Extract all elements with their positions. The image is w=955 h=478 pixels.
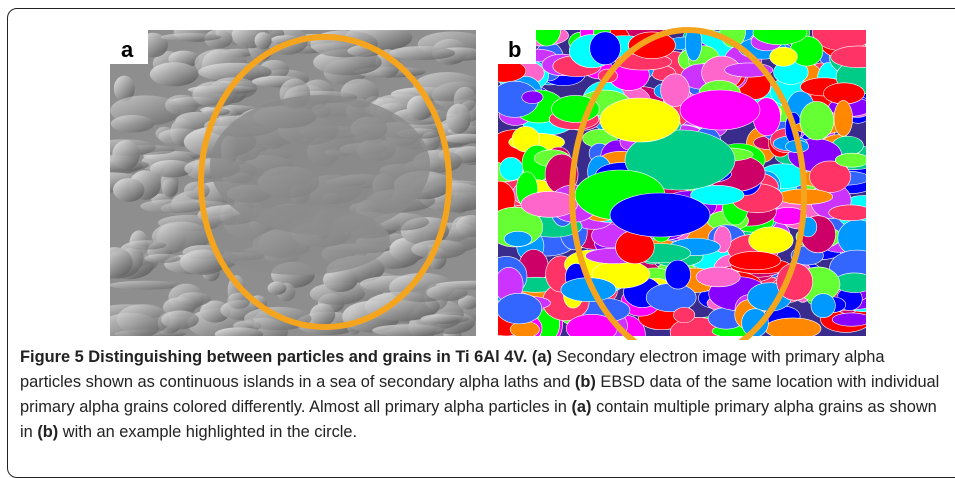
texture-shape xyxy=(160,33,222,42)
texture-shape xyxy=(420,314,460,325)
texture-shape xyxy=(645,283,697,313)
texture-shape xyxy=(834,152,866,168)
panel-label-box xyxy=(110,30,148,64)
texture-shape xyxy=(498,293,543,325)
texture-shape xyxy=(599,97,681,143)
texture-shape xyxy=(628,31,676,59)
texture-shape xyxy=(455,215,476,237)
texture-shape xyxy=(126,240,167,250)
texture-shape xyxy=(809,160,851,193)
texture-shape xyxy=(110,247,133,278)
texture-shape xyxy=(769,46,798,67)
texture-shape xyxy=(177,292,211,307)
texture-shape xyxy=(140,199,205,214)
texture-shape xyxy=(609,192,711,238)
texture-shape xyxy=(833,100,853,137)
texture-shape xyxy=(831,312,866,327)
texture-shape xyxy=(690,185,745,206)
texture-shape xyxy=(728,251,782,271)
texture-shape xyxy=(372,324,445,336)
texture-shape xyxy=(685,30,703,62)
texture-shape xyxy=(411,239,467,259)
panel-reference: (a) xyxy=(571,398,592,416)
texture-shape xyxy=(389,46,456,61)
texture-shape xyxy=(254,32,272,50)
caption-text: contain multiple primary alpha grains as… xyxy=(20,398,937,441)
texture-shape xyxy=(443,133,476,144)
texture-shape xyxy=(799,101,835,141)
texture-shape xyxy=(267,281,287,295)
panel-label: b xyxy=(508,37,521,62)
texture-shape xyxy=(810,293,836,318)
texture-shape xyxy=(748,226,794,254)
texture-shape xyxy=(112,178,145,202)
ebsd-texture xyxy=(498,30,866,336)
texture-shape xyxy=(532,30,561,47)
texture-shape xyxy=(660,73,690,107)
texture-shape xyxy=(435,280,476,290)
texture-shape xyxy=(144,253,181,263)
texture-shape xyxy=(113,75,135,102)
caption-text: EBSD data of the same location with indi… xyxy=(20,373,940,416)
texture-shape xyxy=(149,159,194,178)
texture-shape xyxy=(446,103,471,134)
texture-shape xyxy=(210,205,390,275)
panel-reference: (a) xyxy=(531,348,552,366)
texture-shape xyxy=(161,310,199,330)
texture-shape xyxy=(227,292,251,309)
texture-shape xyxy=(165,94,199,116)
texture-shape xyxy=(664,259,691,290)
texture-shape xyxy=(192,81,238,108)
texture-shape xyxy=(210,95,430,235)
highlight-circle xyxy=(198,34,452,330)
texture-shape xyxy=(830,45,866,68)
texture-shape xyxy=(695,266,741,288)
panel-reference: (b) xyxy=(574,373,596,391)
texture-shape xyxy=(110,115,155,133)
caption-text: with an example highlighted in the circl… xyxy=(58,423,358,441)
texture-shape xyxy=(180,249,226,276)
figure-caption: Figure 5 Distinguishing between particle… xyxy=(20,345,945,445)
texture-shape xyxy=(624,129,736,191)
caption-text: Secondary electron image with primary al… xyxy=(20,348,885,391)
texture-shape xyxy=(679,89,761,131)
texture-shape xyxy=(110,280,182,290)
texture-shape xyxy=(149,62,199,87)
texture-shape xyxy=(322,267,358,293)
texture-shape xyxy=(457,295,476,310)
texture-shape xyxy=(752,30,808,46)
panel-label-box xyxy=(498,30,536,64)
panel-reference: (b) xyxy=(37,423,59,441)
texture-shape xyxy=(214,327,264,336)
texture-shape xyxy=(183,181,210,200)
texture-shape xyxy=(112,140,140,170)
texture-shape xyxy=(503,231,533,247)
texture-shape xyxy=(520,191,578,218)
panel-label: a xyxy=(121,37,134,62)
caption-title: Figure 5 Distinguishing between particle… xyxy=(20,348,528,366)
texture-shape xyxy=(764,317,822,336)
texture-shape xyxy=(152,221,212,252)
texture-shape xyxy=(673,307,696,324)
page: a b Figure 5 Distinguishing between part… xyxy=(7,8,955,478)
texture-shape xyxy=(589,31,621,66)
highlight-circle xyxy=(569,27,807,340)
texture-shape xyxy=(521,90,544,104)
figure-images: a b xyxy=(110,27,866,340)
texture-shape xyxy=(741,308,769,336)
texture-shape xyxy=(828,204,866,222)
texture-shape xyxy=(116,304,170,336)
texture-shape xyxy=(309,303,336,326)
